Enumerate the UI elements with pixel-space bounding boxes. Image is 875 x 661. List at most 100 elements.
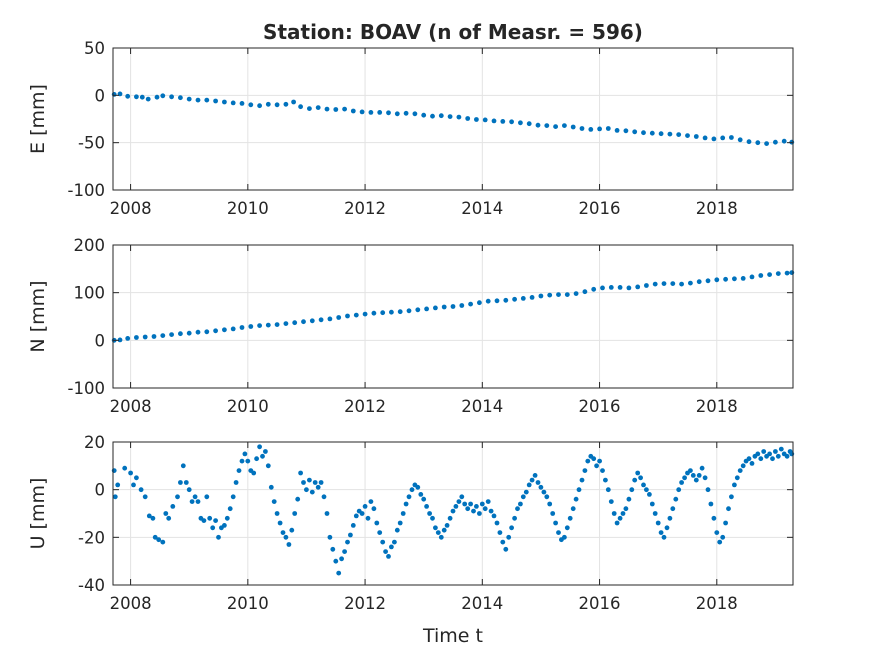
data-point bbox=[383, 549, 388, 554]
data-point bbox=[597, 126, 602, 132]
data-point bbox=[178, 480, 183, 485]
data-point bbox=[142, 494, 148, 500]
data-point bbox=[336, 315, 342, 320]
data-point bbox=[280, 530, 286, 535]
x-tick-label: 2010 bbox=[227, 199, 269, 218]
data-point bbox=[641, 130, 646, 136]
data-point bbox=[447, 515, 453, 521]
data-point bbox=[359, 109, 365, 115]
data-point bbox=[623, 506, 629, 512]
data-point bbox=[257, 323, 262, 328]
panels-group: 2008 2010 2012 2014 2016 2018 -100 -50 0 50 E [mm]… bbox=[27, 39, 795, 613]
data-point bbox=[386, 110, 391, 116]
data-point bbox=[125, 93, 131, 99]
data-point bbox=[503, 297, 509, 303]
data-point bbox=[696, 279, 702, 285]
y-tick-label: 0 bbox=[95, 331, 106, 350]
data-point bbox=[386, 554, 391, 559]
y-tick-label: 0 bbox=[95, 481, 106, 500]
x-tick-label: 2014 bbox=[461, 397, 503, 416]
data-point bbox=[412, 111, 418, 117]
data-point bbox=[321, 494, 327, 500]
data-point bbox=[544, 494, 550, 500]
data-point bbox=[207, 515, 213, 521]
data-point bbox=[257, 103, 262, 109]
data-point bbox=[477, 300, 482, 306]
data-point bbox=[702, 135, 708, 141]
data-point bbox=[685, 133, 690, 139]
data-point bbox=[784, 270, 790, 276]
data-point bbox=[773, 449, 778, 454]
data-point bbox=[274, 322, 280, 327]
data-point bbox=[482, 117, 488, 123]
data-point bbox=[550, 511, 556, 516]
y-tick-label: -40 bbox=[78, 576, 105, 595]
data-point bbox=[564, 525, 570, 531]
data-point bbox=[160, 333, 166, 338]
data-point bbox=[635, 470, 641, 476]
data-point bbox=[333, 107, 339, 112]
data-point bbox=[441, 527, 447, 533]
data-point bbox=[667, 131, 673, 137]
data-point bbox=[626, 285, 632, 291]
data-point bbox=[450, 508, 456, 514]
y-axis-label: N [mm] bbox=[27, 280, 49, 352]
data-point bbox=[611, 511, 617, 516]
data-point bbox=[547, 501, 553, 507]
data-point bbox=[673, 496, 679, 502]
data-point bbox=[392, 539, 397, 545]
data-point bbox=[538, 484, 544, 490]
data-point bbox=[304, 487, 309, 493]
data-point bbox=[576, 487, 582, 493]
data-point bbox=[353, 312, 359, 318]
data-point bbox=[729, 494, 734, 500]
data-point bbox=[518, 501, 523, 507]
data-point bbox=[150, 515, 156, 521]
data-point bbox=[368, 110, 374, 115]
data-point bbox=[265, 463, 271, 469]
data-point bbox=[201, 518, 207, 523]
y-tick-label: 0 bbox=[95, 86, 106, 105]
data-point bbox=[298, 470, 303, 476]
data-point bbox=[690, 473, 696, 478]
data-point bbox=[389, 544, 394, 550]
y-tick-label: 20 bbox=[84, 433, 105, 452]
data-point bbox=[371, 506, 377, 512]
data-point bbox=[142, 334, 148, 340]
data-point bbox=[230, 494, 236, 500]
data-point bbox=[377, 110, 383, 115]
data-point bbox=[251, 470, 257, 476]
data-point bbox=[362, 504, 368, 509]
data-point bbox=[737, 137, 743, 143]
data-point bbox=[477, 511, 482, 516]
data-point bbox=[649, 130, 655, 136]
data-point bbox=[553, 124, 558, 129]
data-point bbox=[274, 511, 280, 516]
data-point bbox=[597, 458, 602, 464]
data-point bbox=[154, 94, 160, 100]
data-point bbox=[134, 335, 139, 340]
data-point bbox=[623, 128, 629, 134]
data-point bbox=[397, 309, 403, 315]
data-point bbox=[720, 534, 726, 540]
data-point bbox=[767, 272, 772, 277]
data-point bbox=[151, 334, 157, 339]
data-point bbox=[178, 331, 183, 337]
data-point bbox=[652, 281, 658, 287]
data-point bbox=[784, 453, 790, 459]
panel-n-plot-area bbox=[113, 245, 793, 388]
x-tick-label: 2018 bbox=[696, 199, 738, 218]
data-point bbox=[485, 499, 491, 504]
data-point bbox=[520, 494, 526, 500]
data-point bbox=[497, 530, 503, 535]
data-point bbox=[242, 451, 248, 457]
x-tick-label: 2008 bbox=[110, 397, 152, 416]
data-point bbox=[292, 511, 298, 516]
data-point bbox=[175, 494, 180, 500]
data-point bbox=[629, 487, 635, 493]
panel-n-axes-box bbox=[112, 244, 794, 389]
data-point bbox=[424, 306, 429, 312]
data-point bbox=[186, 487, 192, 493]
data-point bbox=[239, 458, 245, 464]
data-point bbox=[291, 99, 296, 105]
